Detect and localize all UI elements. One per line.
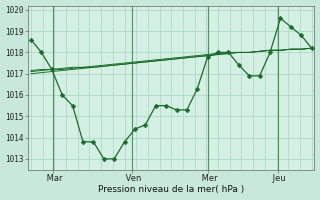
X-axis label: Pression niveau de la mer( hPa ): Pression niveau de la mer( hPa ) bbox=[98, 185, 244, 194]
